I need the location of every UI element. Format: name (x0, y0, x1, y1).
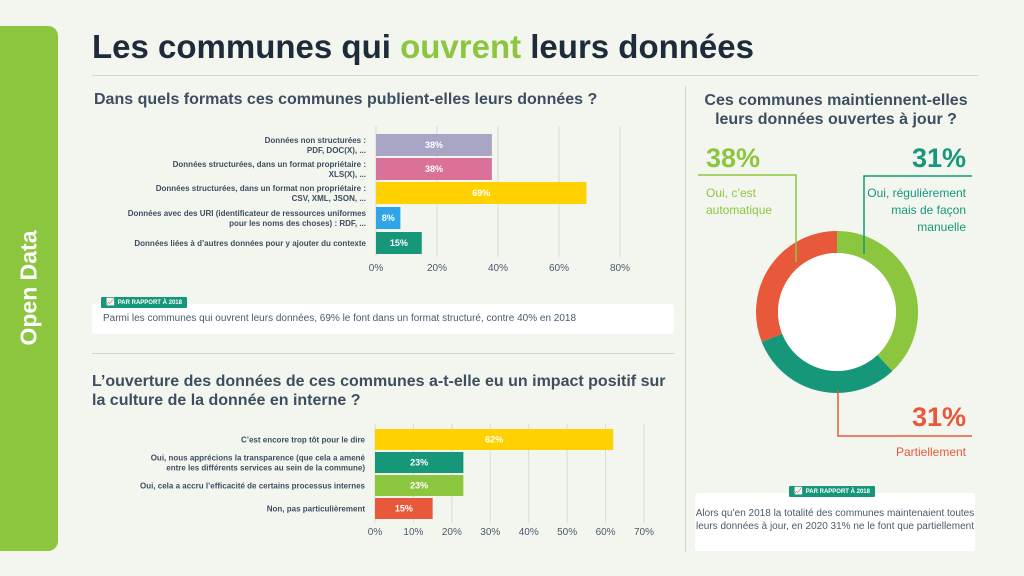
formats-category-label: XLS(X), ... (329, 170, 366, 179)
formats-bar (376, 134, 492, 156)
formats-bar-label: 38% (425, 140, 443, 150)
formats-badge-label: PAR RAPPORT À 2018 (117, 300, 182, 306)
formats-bar-label: 69% (472, 188, 490, 198)
donut-leader-line (863, 175, 972, 254)
donut-leader-line (837, 390, 972, 437)
impact-category-label: C’est encore trop tôt pour le dire (241, 436, 366, 445)
trend-chart-icon: 📈 (106, 299, 115, 306)
impact-bar (375, 498, 433, 519)
formats-bar (376, 182, 587, 204)
update-question: Ces communes maintiennent-elles leurs do… (704, 92, 968, 128)
page-title: Les communes qui ouvrent leurs données (92, 28, 754, 66)
impact-category-label: Oui, nous apprécions la transparence (qu… (151, 454, 366, 463)
formats-category-label: Données liées à d’autres données pour y … (134, 239, 366, 248)
formats-tick-label: 40% (488, 263, 508, 274)
formats-category-label: Données structurées, dans un format prop… (173, 160, 366, 169)
donut-label-automatic: Oui, c’est automatique (706, 186, 773, 217)
impact-category-label: entre les différents services au sein de… (166, 464, 365, 473)
impact-tick-label: 0% (368, 527, 383, 538)
impact-question: L’ouverture des données de ces communes … (92, 373, 666, 409)
formats-bar (376, 158, 492, 180)
donut-pct-automatic: 38% (706, 143, 761, 173)
impact-tick-label: 10% (403, 527, 423, 538)
impact-bar (375, 429, 614, 450)
formats-badge: 📈 PAR RAPPORT À 2018 (101, 297, 187, 308)
formats-tick-label: 80% (610, 263, 630, 274)
impact-tick-label: 70% (634, 527, 654, 538)
impact-tick-label: 30% (480, 527, 500, 538)
title-divider (92, 75, 978, 76)
formats-bar-label: 38% (425, 164, 443, 174)
formats-category-label: pour les noms des choses) : RDF, ... (229, 219, 366, 228)
section-divider (92, 353, 674, 354)
update-badge: 📈 PAR RAPPORT À 2018 (789, 486, 875, 497)
formats-note: Parmi les communes qui ouvrent leurs don… (92, 304, 674, 334)
impact-bar (375, 475, 464, 496)
formats-tick-label: 60% (549, 263, 569, 274)
formats-category-label: Données non structurées : (265, 136, 366, 145)
formats-category-label: Données structurées, dans un format non … (156, 184, 366, 193)
formats-note-text: Parmi les communes qui ouvrent leurs don… (103, 313, 577, 324)
donut-pct-partial: 31% (911, 402, 966, 432)
donut-slice (836, 231, 918, 372)
side-tab: Open Data (0, 26, 58, 551)
donut-hole (778, 253, 896, 371)
impact-tick-label: 20% (442, 527, 462, 538)
formats-bar (376, 232, 422, 254)
impact-tick-label: 40% (519, 527, 539, 538)
donut-slice (756, 231, 838, 342)
impact-category-label: Non, pas particulièrement (267, 505, 366, 514)
impact-bar (375, 452, 464, 473)
donut-leader-line (698, 174, 797, 262)
formats-question: Dans quels formats ces communes publient… (94, 91, 598, 108)
impact-bar-label: 23% (410, 458, 428, 468)
impact-tick-label: 60% (596, 527, 616, 538)
title-highlight: ouvrent (400, 28, 522, 65)
update-note-text: Alors qu’en 2018 la totalité des commune… (695, 508, 975, 532)
donut-slice (761, 333, 893, 393)
formats-bar-label: 15% (390, 238, 408, 248)
title-part2: leurs données (521, 28, 754, 65)
formats-tick-label: 0% (369, 263, 384, 274)
formats-tick-label: 20% (427, 263, 447, 274)
impact-bar-label: 62% (485, 435, 503, 445)
update-note: Alors qu’en 2018 la totalité des commune… (695, 493, 975, 551)
impact-category-label: Oui, cela a accru l’efficacité de certai… (140, 482, 366, 491)
donut-pct-manual: 31% (911, 143, 966, 173)
impact-bar-label: 15% (395, 504, 413, 514)
formats-bar (376, 207, 401, 229)
donut-label-manual: Oui, régulièrement mais de façon manuell… (867, 186, 966, 234)
formats-category-label: Données avec des URI (identificateur de … (128, 209, 367, 218)
column-divider (685, 86, 686, 552)
formats-bar-label: 8% (382, 213, 395, 223)
formats-category-label: PDF, DOC(X), ... (307, 146, 366, 155)
impact-bar-label: 23% (410, 481, 428, 491)
title-part1: Les communes qui (92, 28, 401, 65)
update-badge-label: PAR RAPPORT À 2018 (805, 489, 870, 495)
formats-category-label: CSV, XML, JSON, ... (292, 194, 366, 203)
impact-tick-label: 50% (557, 527, 577, 538)
trend-chart-icon: 📈 (794, 488, 803, 495)
donut-label-partial: Partiellement (895, 445, 966, 459)
